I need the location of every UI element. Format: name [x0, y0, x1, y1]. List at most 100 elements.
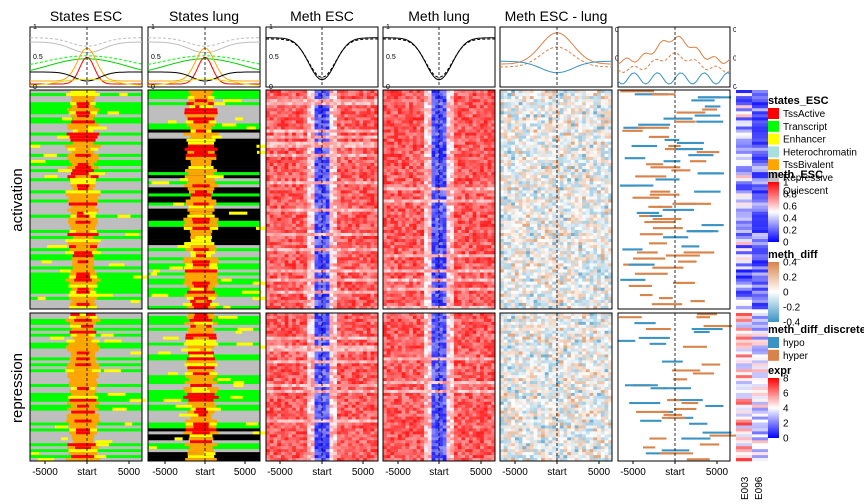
- colorbar-meth-diff: [768, 262, 779, 322]
- heatmap-frame: [147, 312, 261, 462]
- legend-title-meth-diff: meth_diff: [768, 249, 818, 261]
- profile-line-enhancer: [147, 78, 261, 86]
- colorbar-tick-meth-esc: 1: [783, 178, 789, 189]
- x-tick-label: start: [77, 467, 97, 478]
- profile-line-repressive: [30, 41, 143, 54]
- colorbar-tick-expr: 0: [783, 434, 789, 445]
- legend-title-meth-diff-discrete: meth_diff_discrete: [768, 324, 864, 336]
- expr-column-label-e003: E003: [740, 476, 751, 500]
- profile-line-repressive-alt: [148, 37, 260, 47]
- colorbar-tick-meth-esc: 0.6: [783, 202, 797, 213]
- colorbar-tick-meth-esc: 0.2: [783, 226, 797, 237]
- x-tick-label: 5000: [706, 467, 729, 478]
- heatmap-3-activation: [265, 89, 379, 310]
- profile-line-transcript: [29, 58, 143, 71]
- colorbar-tick-meth-esc: 0.8: [783, 190, 797, 201]
- expr-column-label-e096: E096: [754, 476, 765, 500]
- legend-swatch-hypo: [768, 337, 779, 348]
- profile-6: 00.10.2: [617, 26, 743, 91]
- x-tick-label: -5000: [620, 467, 646, 478]
- expr-profile-blank: [736, 27, 768, 87]
- profile-tick: 0: [151, 84, 155, 91]
- x-tick-label: start: [547, 467, 567, 478]
- x-tick-label: -5000: [502, 467, 528, 478]
- colorbar-tick-meth-diff: 0.4: [783, 258, 797, 269]
- colorbar-tick-meth-diff: 0: [783, 288, 789, 299]
- heatmap-6-activation: [617, 89, 732, 310]
- legend-title-expr: expr: [768, 365, 792, 377]
- profile-tick: 0: [269, 84, 273, 91]
- row-label-repression: repression: [9, 353, 26, 423]
- profile-3: 00.51: [265, 24, 379, 91]
- heatmap-title-1: States ESC: [50, 8, 122, 24]
- legend-label-repressive: Repressive: [783, 173, 833, 184]
- profile-line-discrete-hyper: [617, 35, 731, 65]
- profile-line-tssbivalent: [148, 47, 260, 82]
- heatmap-1-repression: [29, 312, 146, 462]
- legend-swatch-tssactive: [768, 108, 779, 119]
- profile-line-quiescent: [148, 71, 260, 82]
- profile-line-enhancer: [29, 78, 143, 86]
- x-tick-label: 5000: [118, 467, 141, 478]
- profile-line-transcript: [147, 58, 261, 71]
- legend-swatch-hyper: [768, 349, 779, 361]
- colorbar-tick-meth-esc: 0.4: [783, 214, 797, 225]
- heatmap-title-3: Meth ESC: [290, 8, 354, 24]
- heatmap-2-repression: [147, 312, 274, 462]
- expr-heatmap-repression: [736, 313, 768, 462]
- heatmap-title-5: Meth ESC - lung: [505, 8, 608, 24]
- colorbar-tick-expr: 8: [783, 374, 789, 385]
- x-tick-label: -5000: [152, 467, 178, 478]
- x-tick-label: -5000: [32, 467, 58, 478]
- colorbar-tick-expr: 6: [783, 389, 789, 400]
- profile-1: 00.51: [29, 24, 143, 91]
- heatmap-title-2: States lung: [169, 8, 239, 24]
- profile-line-transcript-alt: [29, 55, 143, 65]
- legend-swatch-enhancer: [768, 133, 779, 145]
- legend-swatch-transcript: [768, 120, 779, 132]
- profile-line-quiescent: [30, 71, 142, 82]
- legend-label-hyper: hyper: [783, 351, 809, 362]
- profile-tick: 1: [386, 24, 390, 31]
- heatmap-title-4: Meth lung: [408, 8, 469, 24]
- heatmap-frame: [147, 89, 261, 310]
- profile-line-discrete-hypo: [617, 72, 731, 85]
- profile-tick: 1: [33, 24, 37, 31]
- x-tick-label: -5000: [385, 467, 411, 478]
- heatmap-frame: [499, 312, 613, 462]
- legend-label-hypo: hypo: [783, 338, 805, 349]
- profile-line-diff-hyper-alt: [499, 46, 612, 68]
- colorbar-meth-esc: [768, 182, 779, 242]
- profile-line-repressive: [148, 41, 261, 54]
- heatmap-3-repression: [265, 312, 379, 462]
- colorbar-tick-expr: 4: [783, 404, 789, 415]
- profile-5: 0.050.1: [499, 26, 629, 88]
- profile-tick: 0: [386, 84, 390, 91]
- profile-line-diff-hypo: [500, 60, 612, 74]
- profile-tick: 1: [151, 24, 155, 31]
- heatmap-6-repression: [617, 312, 737, 462]
- profile-line-discrete-hyper-alt: [617, 52, 731, 74]
- profile-tick: 0.5: [386, 54, 396, 61]
- heatmap-frame: [617, 312, 731, 462]
- heatmap-2-activation: [147, 89, 276, 310]
- profile-tick: 0: [733, 84, 737, 91]
- profile-line-repressive-alt: [30, 37, 142, 47]
- profile-tick: 1: [269, 24, 273, 31]
- profile-2: 00.51: [147, 24, 261, 91]
- heatmap-frame: [265, 89, 379, 310]
- legend-title-meth-esc: meth_ESC: [768, 169, 823, 181]
- colorbar-tick-meth-diff: -0.4: [783, 318, 801, 329]
- profile-tick: 0.5: [151, 54, 161, 61]
- x-tick-label: -5000: [267, 467, 293, 478]
- x-tick-label: start: [195, 467, 215, 478]
- heatmap-frame: [499, 89, 613, 310]
- x-tick-label: 5000: [234, 467, 257, 478]
- profile-line-transcript-alt: [147, 55, 261, 65]
- legend-label-enhancer: Enhancer: [783, 135, 826, 146]
- heatmap-frame: [617, 89, 731, 310]
- row-label-activation: activation: [9, 168, 26, 231]
- profile-line-tssbivalent: [30, 47, 142, 82]
